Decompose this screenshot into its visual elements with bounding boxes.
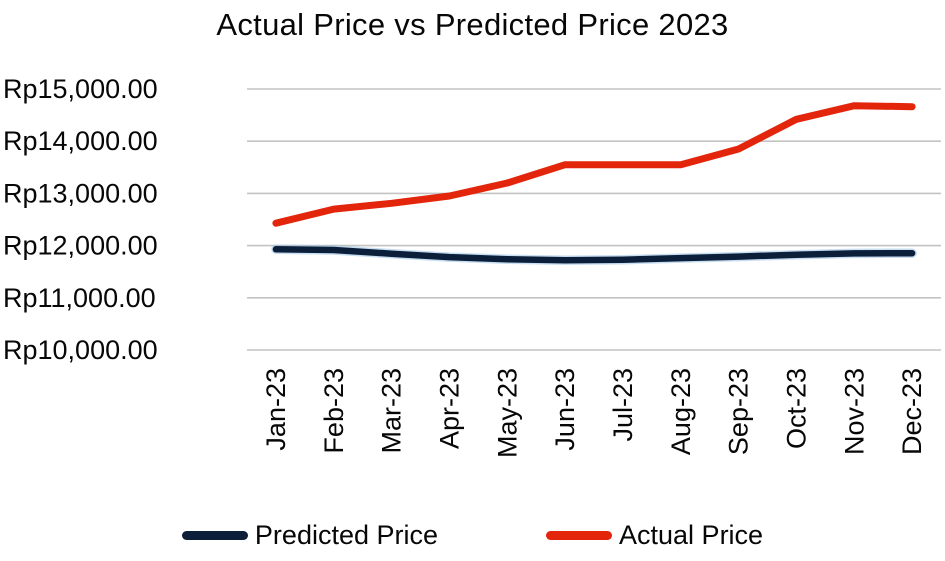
x-axis-tick-label: Mar-23 bbox=[377, 368, 407, 454]
x-axis-tick-label: Jan-23 bbox=[261, 368, 291, 451]
legend-label-predicted: Predicted Price bbox=[254, 519, 439, 550]
actual-line-swatch-icon bbox=[546, 530, 613, 540]
y-axis-tick-label: Rp11,000.00 bbox=[3, 283, 156, 313]
predicted-line-swatch-icon bbox=[181, 530, 248, 540]
y-axis-tick-label: Rp10,000.00 bbox=[3, 335, 158, 365]
line-chart: Rp15,000.00 Rp14,000.00 Rp13,000.00 Rp12,00… bbox=[3, 74, 941, 458]
y-axis-tick-label: Rp13,000.00 bbox=[3, 178, 158, 208]
x-axis-tick-label: Aug-23 bbox=[666, 368, 696, 455]
x-axis-tick-label: Dec-23 bbox=[897, 368, 927, 455]
x-axis-tick-label: Oct-23 bbox=[781, 368, 811, 449]
legend-item-actual: Actual Price bbox=[546, 520, 763, 551]
y-axis-tick-label: Rp14,000.00 bbox=[3, 126, 158, 156]
x-axis-tick-label: Apr-23 bbox=[434, 368, 464, 449]
series-line-predicted-price bbox=[272, 246, 916, 264]
y-axis-tick-label: Rp15,000.00 bbox=[3, 74, 158, 104]
legend-label-actual: Actual Price bbox=[619, 519, 764, 550]
x-axis-tick-label: Sep-23 bbox=[724, 368, 754, 455]
chart-legend: Predicted Price Actual Price bbox=[0, 515, 945, 555]
y-axis-tick-label: Rp12,000.00 bbox=[3, 231, 158, 261]
x-axis-tick-label: Feb-23 bbox=[319, 368, 349, 454]
x-axis-tick-label: Jun-23 bbox=[550, 368, 580, 451]
x-axis-tick-label: May-23 bbox=[492, 368, 522, 458]
x-axis-tick-label: Nov-23 bbox=[839, 368, 869, 455]
legend-item-predicted: Predicted Price bbox=[181, 519, 439, 551]
chart-title: Actual Price vs Predicted Price 2023 bbox=[216, 7, 729, 42]
series-line-actual-price bbox=[272, 102, 916, 227]
x-axis-tick-label: Jul-23 bbox=[608, 368, 638, 442]
